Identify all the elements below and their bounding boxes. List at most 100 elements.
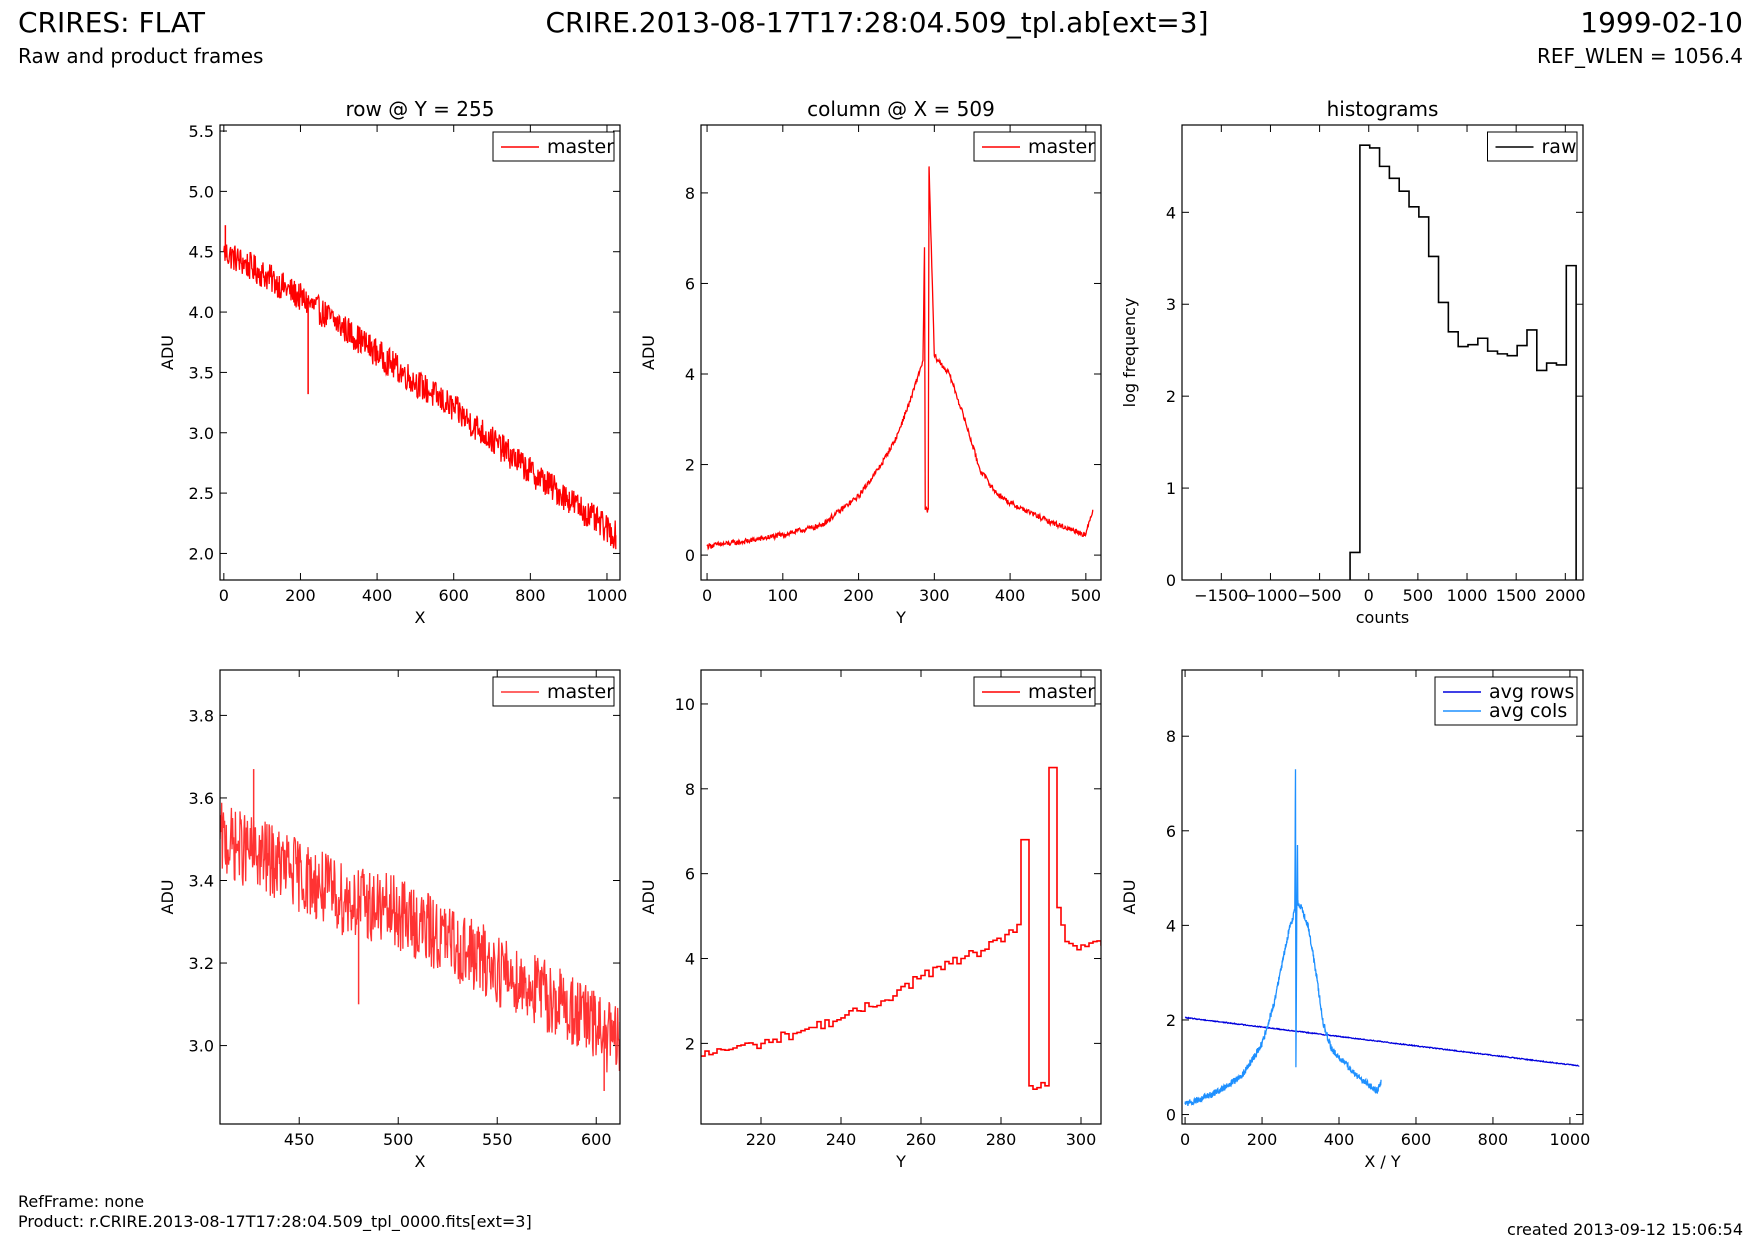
x-tick-label: 200: [285, 586, 316, 605]
y-tick-label: 0: [1166, 1106, 1176, 1125]
x-tick-label: 450: [284, 1130, 315, 1149]
y-tick-label: 0: [1166, 571, 1176, 590]
frame-filename: CRIRE.2013-08-17T17:28:04.509_tpl.ab[ext…: [545, 6, 1209, 39]
series-avg-cols-line: [1184, 769, 1382, 1107]
y-axis-label: log frequency: [1120, 298, 1139, 408]
report-title: CRIRES: FLAT: [18, 6, 205, 39]
axes-frame: [219, 124, 621, 581]
y-tick-label: 2.5: [189, 484, 214, 503]
y-tick-label: 3.0: [189, 424, 214, 443]
y-tick-label: 6: [685, 274, 695, 293]
y-tick-label: 2.0: [189, 544, 214, 563]
series-master-line: [223, 244, 617, 550]
legend: master: [973, 131, 1096, 162]
legend-label: avg rows: [1489, 681, 1574, 703]
y-tick-label: 2: [1166, 1011, 1176, 1030]
x-tick-label: 300: [1066, 1130, 1097, 1149]
x-axis-label: Y: [895, 608, 906, 627]
created-timestamp: created 2013-09-12 15:06:54: [1507, 1220, 1743, 1239]
y-tick-label: 5.0: [189, 182, 214, 201]
y-tick-label: 3: [1166, 295, 1176, 314]
y-tick-label: 0: [685, 546, 695, 565]
x-axis-label: X: [415, 608, 426, 627]
series-master-line: [701, 766, 1101, 1090]
y-tick-label: 2: [685, 456, 695, 475]
x-tick-label: 0: [702, 586, 712, 605]
x-tick-label: 800: [1478, 1130, 1509, 1149]
chart-column-zoom: 220 240 260 280 300 2 4 6 8 10 Y ADU master: [639, 669, 1102, 1171]
y-tick-label: 4.0: [189, 303, 214, 322]
legend-label: avg cols: [1489, 700, 1567, 722]
plot-area: [701, 766, 1101, 1090]
y-tick-label: 3.6: [189, 789, 214, 808]
x-axis-label: counts: [1356, 608, 1409, 627]
legend-label: raw: [1542, 136, 1577, 158]
y-axis-label: ADU: [158, 335, 177, 370]
chart-row: row @ Y = 255 0 200 400 600 800 1000 2.0 2.5 3.0 3…: [158, 97, 627, 627]
legend-label: master: [1028, 136, 1095, 158]
y-tick-label: 3.0: [189, 1037, 214, 1056]
y-tick-label: 3.2: [189, 954, 214, 973]
y-tick-label: 4: [685, 950, 695, 969]
plot-area: [1349, 144, 1577, 580]
product-filename: Product: r.CRIRE.2013-08-17T17:28:04.509…: [18, 1212, 532, 1231]
x-axis-label: X: [415, 1152, 426, 1171]
series-master-line: [706, 166, 1094, 551]
y-tick-label: 3.5: [189, 363, 214, 382]
chart-column: column @ X = 509 0 100 200 300 400 500 0 2 4 6 8 Y AD…: [639, 97, 1102, 627]
x-axis-label: X / Y: [1364, 1152, 1401, 1171]
y-tick-label: 4: [1166, 203, 1176, 222]
y-tick-label: 3.8: [189, 706, 214, 725]
x-axis-label: Y: [895, 1152, 906, 1171]
observation-date: 1999-02-10: [1580, 6, 1743, 39]
x-tick-label: 400: [362, 586, 393, 605]
x-tick-label: 500: [1071, 586, 1102, 605]
x-tick-label: 500: [1403, 586, 1434, 605]
y-tick-label: 4: [1166, 916, 1176, 935]
y-tick-label: 4.5: [189, 243, 214, 262]
x-tick-label: 1000: [1550, 1130, 1591, 1149]
axes-frame: [219, 669, 621, 1125]
plot-area: [220, 769, 620, 1091]
y-tick-label: 8: [685, 780, 695, 799]
report-subtitle: Raw and product frames: [18, 44, 264, 68]
y-tick-label: 3.4: [189, 871, 214, 890]
x-tick-label: 600: [1401, 1130, 1432, 1149]
x-tick-label: 0: [1364, 586, 1374, 605]
series-master-line: [220, 802, 620, 1073]
axes-frame: [1181, 669, 1584, 1125]
x-tick-label: 2000: [1545, 586, 1586, 605]
chart-title: column @ X = 509: [807, 97, 995, 121]
y-tick-label: 6: [685, 865, 695, 884]
x-tick-label: 600: [581, 1130, 612, 1149]
y-tick-label: 2: [1166, 387, 1176, 406]
y-axis-label: ADU: [639, 335, 658, 370]
series-avg-rows-line: [1184, 1016, 1580, 1067]
axes-frame: [700, 669, 1102, 1125]
x-tick-label: −1500: [1194, 586, 1248, 605]
y-axis-label: ADU: [639, 880, 658, 915]
y-tick-label: 8: [1166, 727, 1176, 746]
x-tick-label: 1000: [587, 586, 628, 605]
y-tick-label: 10: [675, 695, 695, 714]
legend-label: master: [547, 136, 614, 158]
legend: master: [973, 676, 1096, 707]
chart-histograms: histograms −1500−1000 −500 0 500 1000 1500 2000…: [1120, 97, 1586, 627]
legend: raw: [1487, 131, 1578, 162]
y-tick-label: 5.5: [189, 122, 214, 141]
x-tick-label: 1000: [1447, 586, 1488, 605]
plot-area: [223, 225, 617, 550]
x-tick-label: 300: [919, 586, 950, 605]
x-tick-label: −500: [1298, 586, 1342, 605]
x-tick-label: 0: [219, 586, 229, 605]
x-tick-label: 600: [438, 586, 469, 605]
x-tick-label: 240: [826, 1130, 857, 1149]
plot-area: [1184, 769, 1580, 1107]
y-tick-label: 6: [1166, 822, 1176, 841]
x-tick-label: 400: [995, 586, 1026, 605]
plot-area: [706, 166, 1094, 551]
x-tick-label: 500: [383, 1130, 414, 1149]
x-tick-label: 1500: [1496, 586, 1537, 605]
axes-frame: [1181, 124, 1584, 581]
